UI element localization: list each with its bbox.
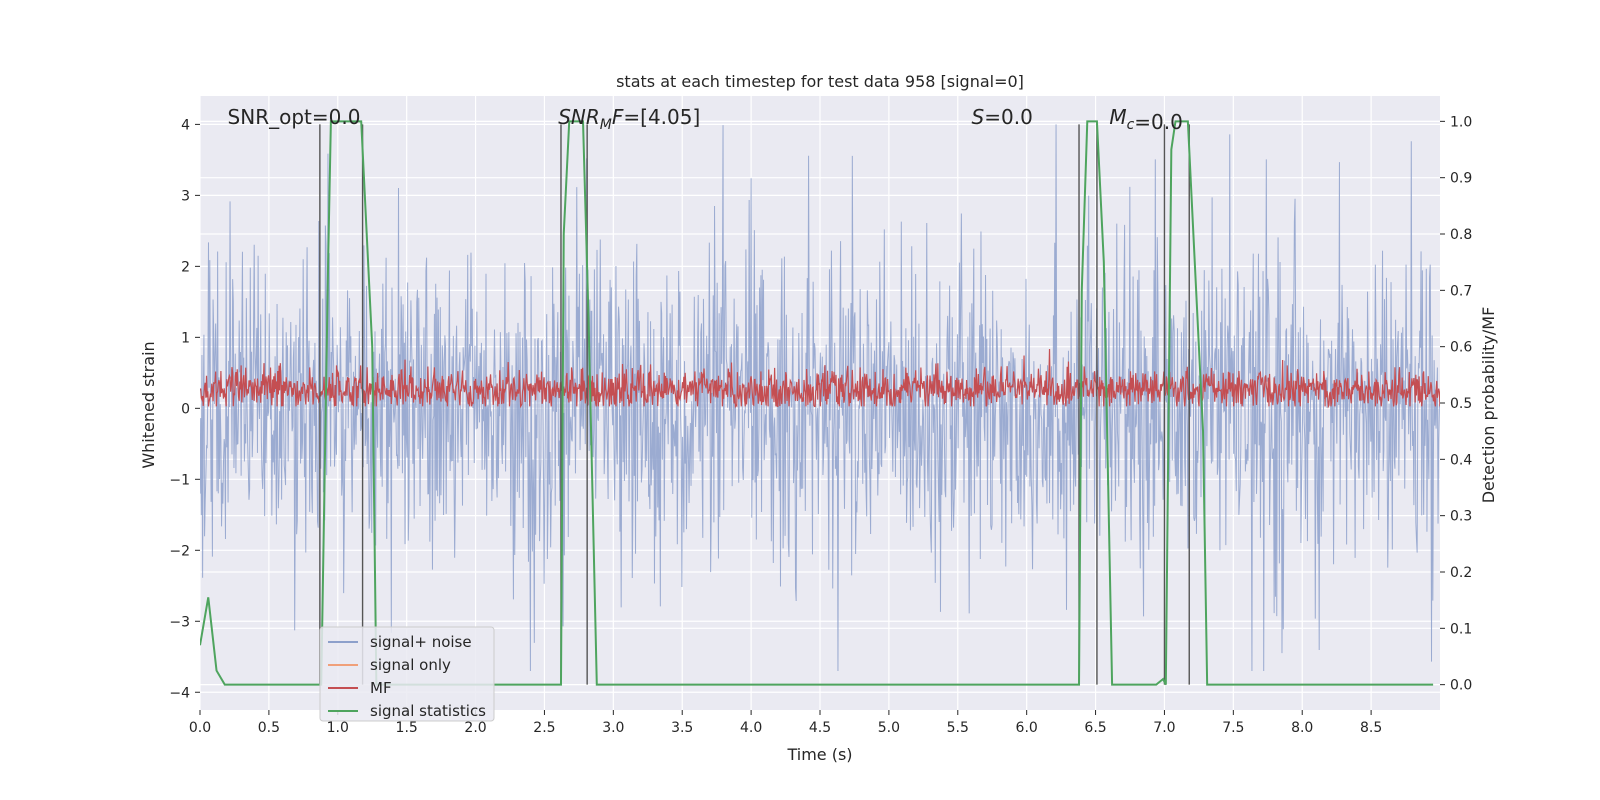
legend-label: signal only bbox=[370, 656, 451, 674]
y-tick-label: 2 bbox=[181, 259, 190, 275]
x-tick-label: 5.5 bbox=[947, 720, 969, 736]
x-tick-label: 2.5 bbox=[533, 720, 555, 736]
y-tick-label: −3 bbox=[169, 614, 190, 630]
x-tick-label: 7.0 bbox=[1153, 720, 1175, 736]
x-tick-label: 6.5 bbox=[1084, 720, 1106, 736]
series-mf bbox=[200, 349, 1440, 409]
x-tick-label: 0.5 bbox=[258, 720, 280, 736]
annotation-snr: SNRMF=[4.05] bbox=[558, 105, 700, 133]
x-tick-label: 8.0 bbox=[1291, 720, 1313, 736]
y2-tick-label: 0.0 bbox=[1450, 678, 1472, 694]
x-tick-label: 6.0 bbox=[1016, 720, 1038, 736]
axes: 0.0 0.5 1.0 1.5 2.0 2.5 3.0 3.5 4.0 4.5 5.0 5.5 6.0 6… bbox=[169, 114, 1472, 736]
data-layer bbox=[200, 120, 1440, 686]
x-tick-label: 3.5 bbox=[671, 720, 693, 736]
y2-tick-label: 0.6 bbox=[1450, 340, 1472, 356]
y2-axis-label: Detection probability/MF bbox=[1479, 307, 1498, 504]
annotation-snr-opt: SNR_opt=0.0 bbox=[228, 105, 361, 129]
y2-tick-label: 0.2 bbox=[1450, 565, 1472, 581]
y2-tick-label: 0.8 bbox=[1450, 227, 1472, 243]
y-tick-label: −1 bbox=[169, 472, 190, 488]
annotations: SNR_opt=0.0 SNRMF=[4.05] S=0.0 Mc=0.0 bbox=[228, 105, 1183, 134]
x-tick-label: 8.5 bbox=[1360, 720, 1382, 736]
legend-label: MF bbox=[370, 679, 392, 697]
x-tick-label: 1.5 bbox=[396, 720, 418, 736]
series-signal-statistics bbox=[200, 120, 1434, 686]
y-tick-label: −2 bbox=[169, 543, 190, 559]
y-tick-label: −4 bbox=[169, 685, 190, 701]
y2-tick-label: 0.3 bbox=[1450, 509, 1472, 525]
x-tick-label: 4.5 bbox=[809, 720, 831, 736]
x-tick-label: 3.0 bbox=[602, 720, 624, 736]
x-tick-label: 4.0 bbox=[740, 720, 762, 736]
legend-label: signal+ noise bbox=[370, 633, 472, 651]
y2-tick-label: 0.5 bbox=[1450, 396, 1472, 412]
annotation-m: Mc=0.0 bbox=[1109, 105, 1183, 134]
legend-box bbox=[319, 626, 495, 722]
y-tick-label: 3 bbox=[181, 188, 190, 204]
y-tick-label: 1 bbox=[181, 330, 190, 346]
annotation-s: S=0.0 bbox=[972, 105, 1033, 129]
y-tick-label: 0 bbox=[181, 401, 190, 417]
x-tick-label: 0.0 bbox=[189, 720, 211, 736]
x-tick-label: 7.5 bbox=[1222, 720, 1244, 736]
legend: signal+ noise signal only MF signal statist… bbox=[319, 626, 495, 722]
legend-label: signal statistics bbox=[370, 702, 486, 720]
y2-tick-label: 0.7 bbox=[1450, 283, 1472, 299]
x-tick-label: 5.0 bbox=[878, 720, 900, 736]
y2-tick-label: 1.0 bbox=[1450, 114, 1472, 130]
chart-title: stats at each timestep for test data 958… bbox=[616, 72, 1024, 91]
y-axis-label: Whitened strain bbox=[139, 341, 158, 468]
y2-tick-label: 0.4 bbox=[1450, 452, 1472, 468]
y-tick-label: 4 bbox=[181, 117, 190, 133]
x-tick-label: 1.0 bbox=[327, 720, 349, 736]
x-tick-label: 2.0 bbox=[464, 720, 486, 736]
y2-tick-label: 0.9 bbox=[1450, 171, 1472, 187]
x-axis-label: Time (s) bbox=[786, 745, 852, 764]
y2-tick-label: 0.1 bbox=[1450, 621, 1472, 637]
